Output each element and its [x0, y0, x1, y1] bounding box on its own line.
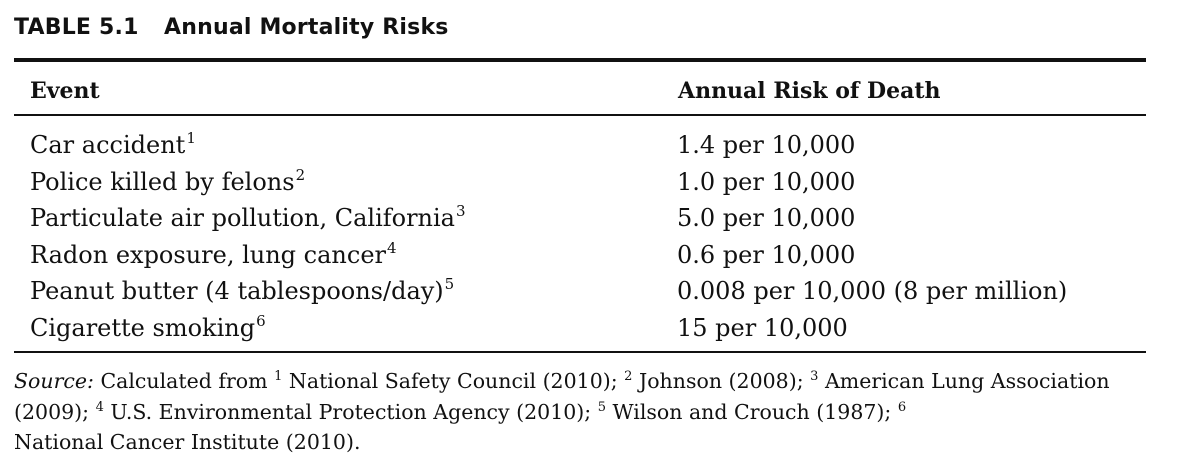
bottom-rule	[14, 351, 1146, 353]
table-title: Annual Mortality Risks	[164, 15, 449, 40]
risk-cell: 0.6 per 10,000	[677, 240, 856, 269]
table-row: Car accident1 1.4 per 10,000	[0, 127, 1183, 164]
source-ref-text: Wilson and Crouch (1987);	[612, 399, 892, 424]
footnote-ref: 2	[295, 165, 306, 184]
source-ref-number: 4	[95, 399, 104, 415]
source-ref-text: National Cancer Institute (2010).	[14, 430, 361, 454]
table-row: Cigarette smoking6 15 per 10,000	[0, 310, 1183, 347]
source-note: Source: Calculated from 1 National Safet…	[14, 368, 1164, 457]
table-row: Peanut butter (4 tablespoons/day)5 0.008…	[0, 273, 1183, 310]
footnote-ref: 1	[186, 129, 196, 147]
risk-cell: 1.0 per 10,000	[677, 167, 856, 196]
source-ref-number: 1	[274, 369, 283, 384]
source-ref-text: National Safety Council (2010);	[288, 369, 618, 393]
source-ref-text: Johnson (2008);	[638, 369, 804, 393]
risk-cell: 15 per 10,000	[677, 313, 848, 342]
table-caption: TABLE 5.1 Annual Mortality Risks	[14, 15, 449, 40]
source-ref-number: 3	[810, 369, 819, 384]
footnote-ref: 3	[456, 202, 466, 220]
table-row: Police killed by felons2 1.0 per 10,000	[0, 164, 1183, 201]
table-body: Car accident1 1.4 per 10,000 Police kill…	[0, 127, 1183, 346]
table-number: TABLE 5.1	[14, 15, 139, 40]
footnote-ref: 6	[256, 311, 266, 330]
footnote-ref: 5	[444, 275, 455, 293]
column-header-event: Event	[30, 78, 100, 104]
risk-cell: 5.0 per 10,000	[677, 204, 856, 232]
event-cell: Cigarette smoking6	[30, 311, 266, 342]
source-ref-number: 2	[624, 369, 633, 384]
risk-cell: 0.008 per 10,000 (8 per million)	[677, 277, 1068, 305]
source-intro: Calculated from	[100, 369, 268, 393]
event-cell: Radon exposure, lung cancer4	[30, 238, 397, 269]
header-rule	[14, 114, 1146, 116]
risk-cell: 1.4 per 10,000	[677, 131, 856, 159]
footnote-ref: 4	[387, 238, 397, 257]
table-row: Particulate air pollution, California3 5…	[0, 200, 1183, 237]
source-ref-text: American Lung Association (2009);	[14, 369, 1110, 424]
event-cell: Particulate air pollution, California3	[30, 202, 466, 232]
source-ref-text: U.S. Environmental Protection Agency (20…	[110, 399, 592, 424]
column-header-risk: Annual Risk of Death	[678, 78, 941, 104]
source-label: Source:	[14, 369, 94, 393]
top-rule	[14, 58, 1146, 62]
source-ref-number: 6	[897, 399, 907, 415]
event-cell: Peanut butter (4 tablespoons/day)5	[30, 275, 455, 305]
table-row: Radon exposure, lung cancer4 0.6 per 10,…	[0, 237, 1183, 274]
event-cell: Police killed by felons2	[30, 165, 306, 196]
source-ref-number: 5	[597, 399, 607, 415]
event-cell: Car accident1	[30, 129, 196, 159]
